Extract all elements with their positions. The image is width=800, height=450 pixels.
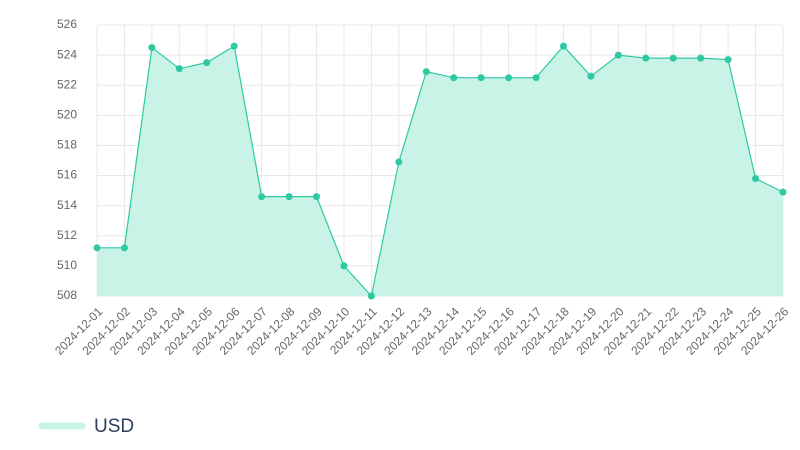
point [313, 193, 321, 201]
point [395, 158, 403, 166]
point [340, 262, 348, 270]
y-tick-label: 516 [57, 168, 77, 182]
point [669, 54, 677, 62]
point [559, 42, 567, 50]
y-tick-label: 526 [57, 17, 77, 31]
point [505, 74, 513, 82]
area [97, 46, 783, 297]
line [97, 45, 784, 298]
y-tick-label: 512 [57, 228, 77, 242]
point [285, 193, 293, 201]
point [203, 59, 211, 67]
y-tick-label: 524 [57, 47, 77, 61]
point [779, 188, 787, 196]
point [258, 193, 266, 201]
y-tick-label: 520 [57, 108, 77, 122]
point [175, 65, 183, 73]
y-tick-label: 510 [57, 258, 77, 272]
point [422, 68, 430, 76]
point [614, 51, 622, 59]
point [477, 74, 485, 82]
point [642, 54, 650, 62]
point [120, 244, 128, 252]
y-tick-label: 522 [57, 77, 77, 91]
y-tick-label: 508 [57, 288, 77, 302]
point [367, 292, 375, 300]
point [230, 42, 238, 50]
point [532, 74, 540, 82]
point [450, 74, 458, 82]
point [587, 72, 595, 80]
y-tick-label: 514 [57, 198, 77, 212]
y-tick-label: 518 [57, 138, 77, 152]
point [752, 175, 760, 183]
point [697, 54, 705, 62]
point [93, 244, 101, 252]
legend-label: USD [94, 416, 134, 437]
point [148, 44, 156, 52]
point [724, 56, 732, 64]
